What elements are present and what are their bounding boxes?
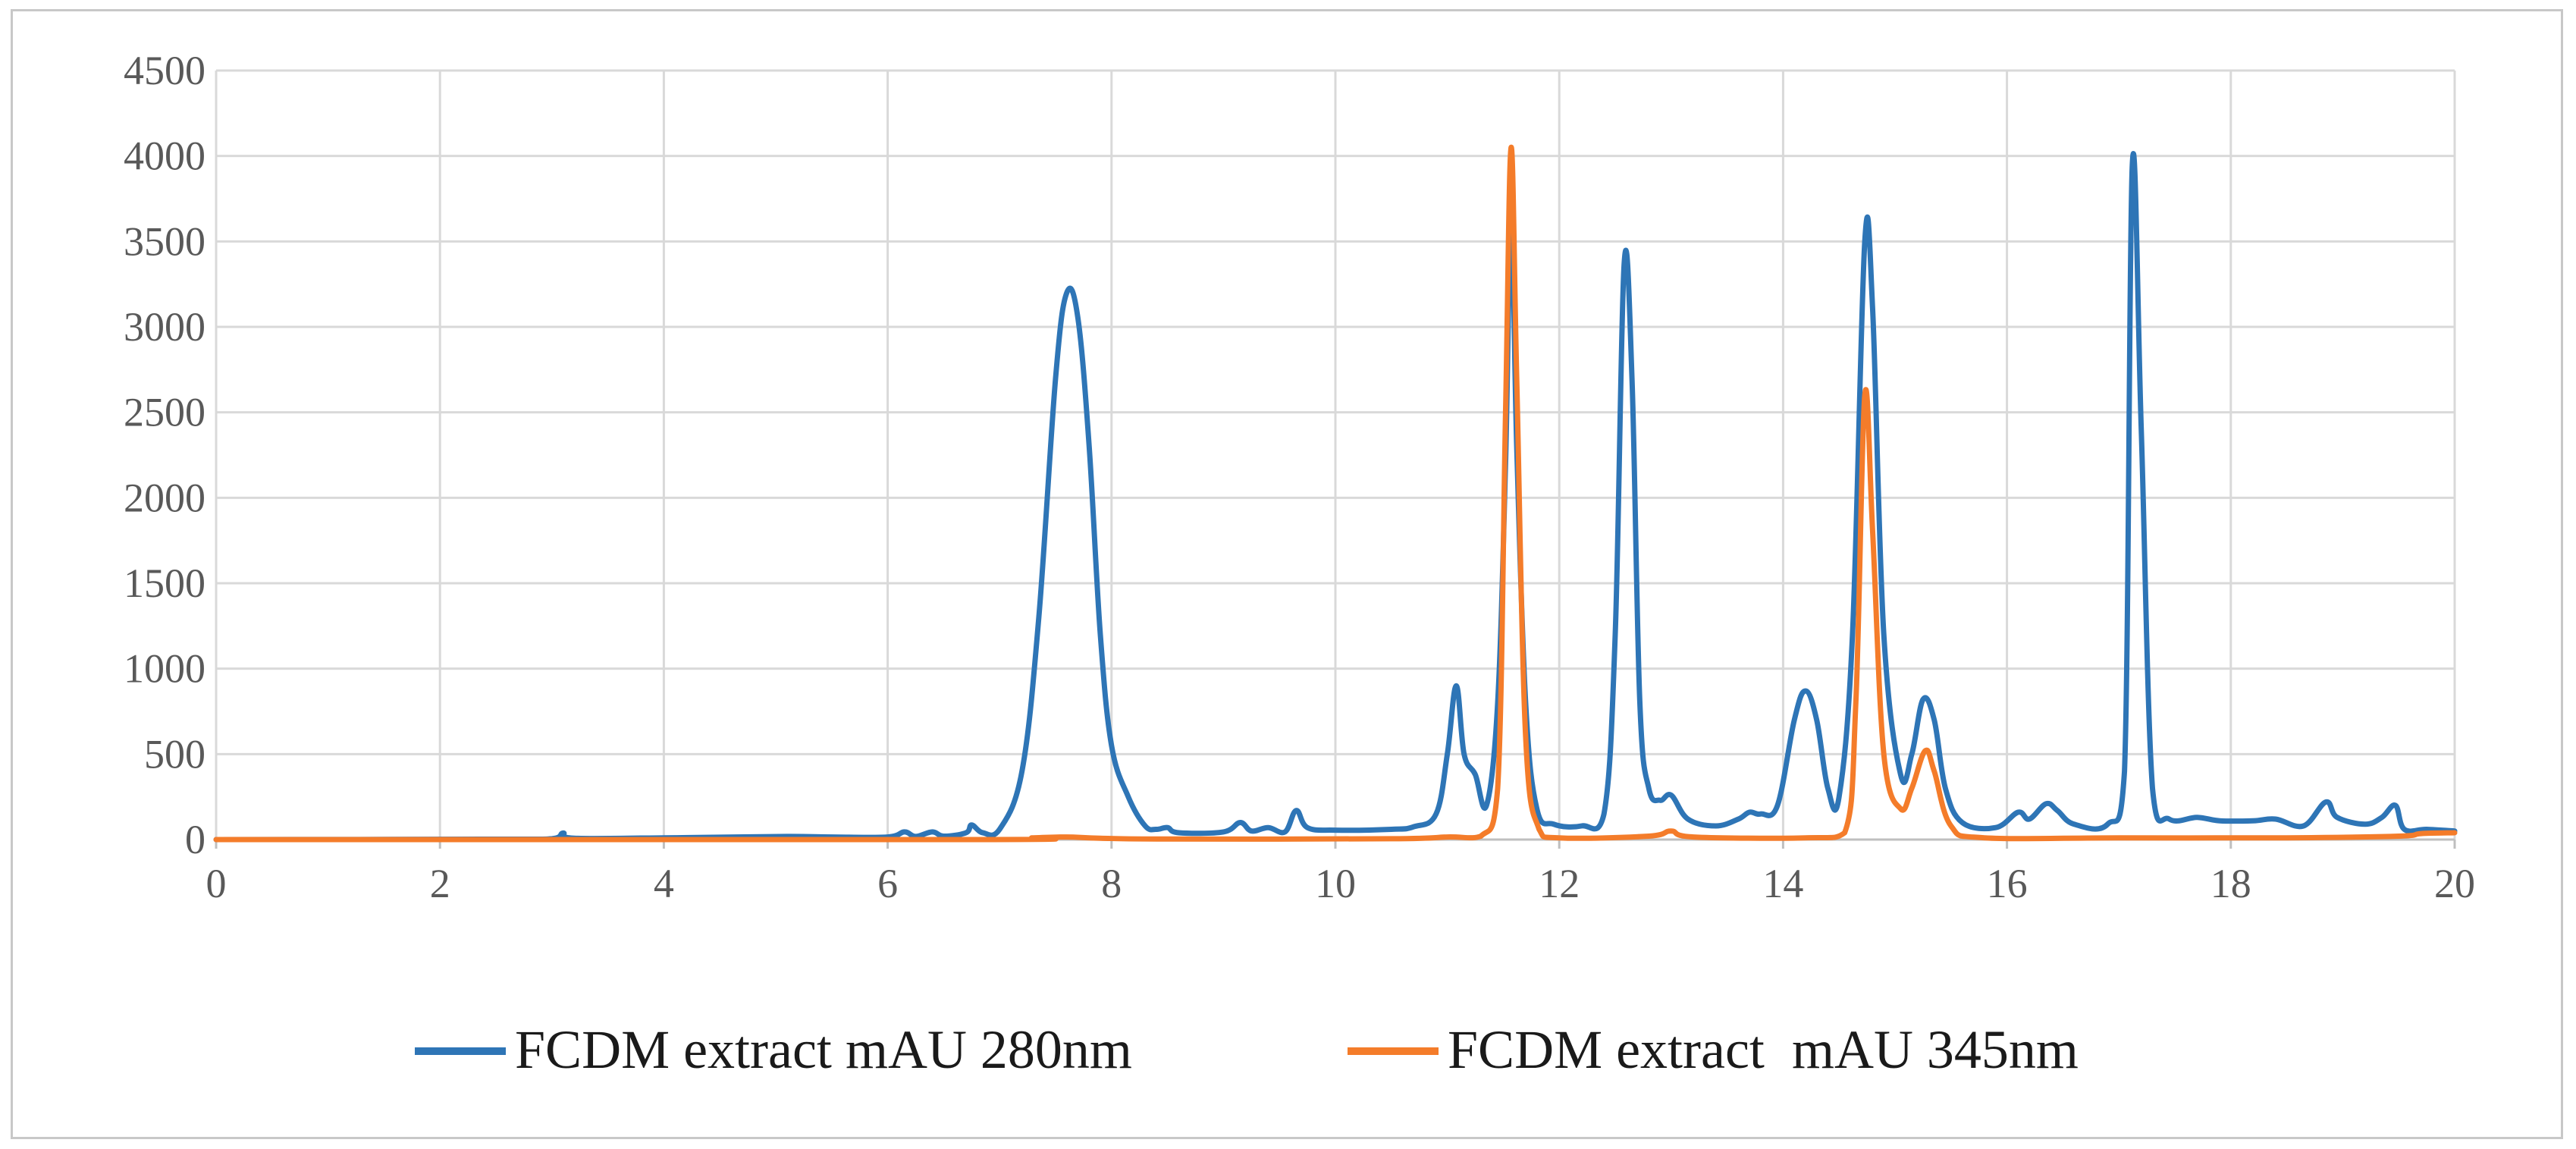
y-tick-label: 0	[185, 817, 206, 862]
x-tick-label: 2	[430, 861, 450, 906]
line-chart: 0 500 1000 1500 2000 2500 3000 3500 4000 4500 0 2 4…	[124, 48, 2476, 1080]
x-tick-label: 8	[1101, 861, 1122, 906]
y-tick-label: 2500	[124, 390, 206, 435]
legend-label: FCDM extract mAU 280nm	[515, 1019, 1132, 1080]
chart-frame: 0 500 1000 1500 2000 2500 3000 3500 4000 4500 0 2 4…	[11, 9, 2563, 1139]
x-tick-label: 4	[654, 861, 674, 906]
y-tick-label: 4000	[124, 133, 206, 179]
y-tick-label: 4500	[124, 48, 206, 93]
y-tick-label: 1000	[124, 646, 206, 692]
series-lines	[213, 144, 2458, 843]
y-tick-labels: 0 500 1000 1500 2000 2500 3000 3500 4000 4500	[124, 48, 206, 862]
legend: FCDM extract mAU 280nm FCDM extract mAU 3…	[415, 1019, 2079, 1080]
y-tick-label: 3500	[124, 218, 206, 264]
y-tick-label: 1500	[124, 560, 206, 606]
x-tick-labels: 0 2 4 6 8 10 12 14 16 18 20	[206, 861, 2476, 906]
y-tick-label: 3000	[124, 304, 206, 350]
legend-label: FCDM extract mAU 345nm	[1448, 1019, 2079, 1080]
x-tick-label: 14	[1762, 861, 1803, 906]
x-tick-label: 12	[1539, 861, 1580, 906]
x-tick-label: 20	[2434, 861, 2475, 906]
y-tick-label: 2000	[124, 475, 206, 520]
x-tick-label: 0	[206, 861, 227, 906]
grid-lines	[216, 69, 2456, 840]
series-line-280nm	[213, 151, 2458, 843]
series-line-345nm	[213, 144, 2458, 843]
x-tick-label: 18	[2210, 861, 2251, 906]
x-tick-label: 10	[1315, 861, 1356, 906]
x-tick-label: 16	[1987, 861, 2028, 906]
x-tick-label: 6	[877, 861, 898, 906]
y-tick-label: 500	[144, 731, 206, 777]
